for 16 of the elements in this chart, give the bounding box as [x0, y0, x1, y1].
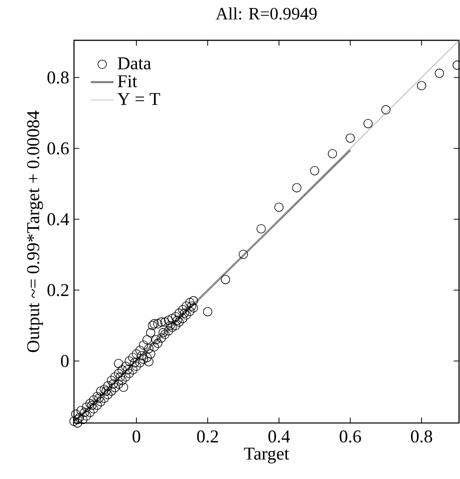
- chart-title: All: R=0.9949: [216, 7, 317, 20]
- x-tick-label: 0.4: [268, 430, 290, 443]
- y-tick-label: 0.8: [47, 71, 69, 84]
- x-tick-label: 0: [132, 430, 140, 443]
- legend-label: Data: [118, 57, 151, 70]
- x-tick-label: 0.8: [411, 430, 432, 443]
- y-tick-label: 0.2: [47, 284, 68, 296]
- y-axis-title: Output ~= 0.99*Target + 0.00084: [27, 110, 43, 352]
- x-axis-title: Target: [244, 448, 290, 464]
- legend-label: Fit: [118, 75, 138, 88]
- x-tick-label: 0.6: [340, 430, 361, 443]
- y-tick-label: 0.6: [47, 142, 69, 155]
- legend-label: Y = T: [117, 93, 160, 105]
- y-tick-label: 0.4: [47, 213, 70, 226]
- x-tick-label: 0.2: [197, 430, 218, 443]
- y-tick-label: 0: [60, 354, 69, 368]
